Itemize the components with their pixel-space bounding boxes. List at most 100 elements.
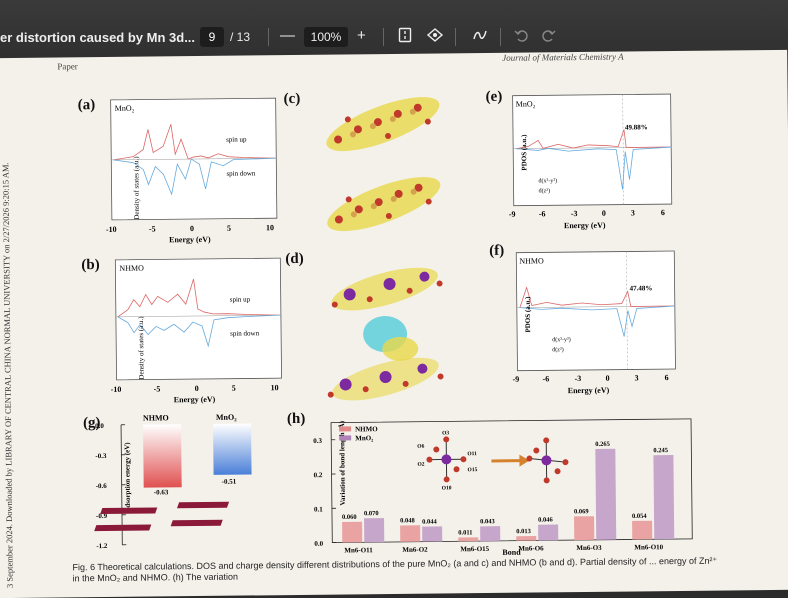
panel-h-tick: 0.2: [314, 471, 323, 479]
panel-h-data-label: 0.245: [653, 447, 668, 454]
panel-a-tick: 5: [227, 224, 231, 233]
panel-h-bond-length-chart: Variation of bond length (Å) 0.00.10.20.…: [291, 407, 713, 561]
panel-f-tick: 0: [606, 374, 610, 383]
page-fit-icon[interactable]: [398, 27, 412, 48]
download-watermark-text: 3 September 2024. Downloaded by LIBRARY …: [0, 88, 15, 588]
zoom-level-input[interactable]: 100%: [304, 27, 348, 47]
panel-c-crystal-structure: [308, 93, 460, 245]
panel-h-octahedron: [426, 436, 466, 482]
panel-e-frame: [513, 94, 672, 206]
panel-e-label: MnO₂: [516, 99, 536, 108]
panel-a-xlabel: Energy (eV): [169, 235, 211, 244]
header-left: Paper: [57, 61, 78, 71]
panel-h-data-label: 0.070: [364, 510, 379, 517]
atom-label: O6: [417, 444, 424, 450]
panel-h-category-label: Mn6-O2: [402, 546, 428, 554]
panel-h-category-label: Mn6-O6: [518, 544, 544, 552]
panel-h-data-label: 0.265: [595, 441, 610, 448]
toolbar-divider: [455, 28, 456, 46]
panel-b-ylabel: Density of states (a.u.): [137, 316, 146, 380]
panel-a-tick: -5: [149, 224, 156, 233]
panel-b-tick: 10: [271, 383, 279, 392]
download-watermark: 3 September 2024. Downloaded by LIBRARY …: [0, 98, 21, 598]
panel-g-col2: MnO₂: [216, 413, 237, 422]
panel-g-structure-2: [170, 502, 229, 527]
atom-label: O10: [442, 485, 452, 491]
panel-a-tick: 0: [190, 224, 194, 233]
panel-h-bar: [538, 524, 558, 540]
panel-f-tick: -6: [543, 374, 550, 383]
panel-g-tick: -0.6: [96, 482, 108, 490]
panel-b-tick: -5: [154, 384, 161, 393]
page-number-input[interactable]: 9: [200, 27, 224, 47]
panel-d-letter: (d): [285, 251, 304, 268]
panel-h-bar: [458, 537, 478, 541]
panel-e-tick: -9: [509, 210, 516, 219]
panel-d-charge-density: [309, 258, 461, 420]
panel-b-spin-up-label: spin up: [230, 295, 251, 303]
panel-h-legend-2: MnO₂: [355, 434, 373, 442]
panel-h-octahedron-distorted: [526, 437, 568, 483]
panel-e-pdos-plot: MnO₂ 49.88% d(x²-y²) d(z²) PDOS (a.u.) -…: [498, 89, 680, 241]
panel-f-pdos-plot: NHMO 47.48% d(x²-y²) d(z²) PDOS (a.u.) -…: [501, 246, 683, 408]
panel-e-legend-2: d(z²): [539, 187, 551, 194]
panel-b-label: NHMO: [119, 264, 144, 273]
undo-icon[interactable]: [514, 27, 528, 48]
panel-h-data-label: 0.054: [632, 513, 647, 520]
panel-f-tick: -3: [575, 374, 582, 383]
panel-h-data-label: 0.046: [538, 517, 553, 524]
atom-label: O3: [442, 430, 449, 436]
panel-h-bar: [653, 455, 674, 539]
panel-g-value-2: -0.51: [222, 478, 237, 486]
panel-a-spin-down-label: spin down: [226, 169, 256, 177]
panel-c-letter: (c): [284, 91, 301, 108]
panel-a-label: MnO₂: [115, 104, 135, 113]
panel-a-dos-plot: MnO₂ spin up spin down Density of states…: [93, 93, 285, 255]
zoom-out-button[interactable]: —: [280, 27, 295, 45]
panel-h-legend-swatch-2: [339, 435, 351, 440]
panel-g-ylabel: Adsorption energy (eV): [123, 442, 132, 513]
header-right: Journal of Materials Chemistry A: [502, 52, 623, 63]
panel-f-legend-2: d(z²): [552, 346, 564, 353]
panel-e-tick: 0: [602, 209, 606, 218]
panel-h-data-label: 0.048: [400, 517, 415, 524]
panel-e-xlabel: Energy (eV): [564, 221, 606, 230]
rotate-icon[interactable]: [426, 27, 444, 48]
panel-b-xlabel: Energy (eV): [174, 395, 216, 404]
panel-b-spin-down-label: spin down: [230, 329, 260, 337]
panel-h-category-label: Mn6-O3: [576, 544, 602, 552]
panel-h-data-label: 0.060: [342, 514, 357, 521]
panel-h-legend-swatch-1: [339, 426, 351, 431]
panel-a-tick: -10: [106, 225, 117, 234]
panel-h-category-label: Mn6-O10: [634, 543, 663, 551]
panel-a-spin-up-label: spin up: [226, 135, 247, 143]
zoom-in-button[interactable]: +: [357, 27, 366, 45]
panel-h-category-label: Mn6-O11: [344, 546, 373, 554]
panel-e-tick: -3: [571, 209, 578, 218]
panel-e-ylabel: PDOS (a.u.): [520, 134, 528, 171]
panel-h-tick: 0.0: [314, 540, 323, 548]
atom-label: O2: [417, 462, 424, 468]
panel-h-bar: [400, 525, 420, 542]
panel-g-bar: [143, 424, 182, 487]
redo-icon[interactable]: [542, 27, 556, 48]
toolbar-divider: [268, 28, 269, 46]
panel-h-bar: [632, 521, 652, 540]
panel-e-tick: 6: [661, 208, 665, 217]
panel-h-ylabel: Variation of bond length (Å): [338, 420, 347, 505]
draw-icon[interactable]: [472, 27, 488, 48]
panel-a-ylabel: Density of states (a.u.): [132, 156, 141, 220]
page-total: / 13: [230, 30, 250, 44]
panel-h-data-label: 0.011: [458, 529, 472, 536]
panel-b-tick: 0: [195, 384, 199, 393]
panel-h-bar: [364, 518, 384, 542]
panel-g-adsorption-chart: Adsorption energy (eV) NHMO MnO₂ 0.0-0.3…: [91, 411, 293, 563]
panel-h-xlabel: Bond: [502, 548, 521, 557]
panel-g-tick: -1.2: [96, 542, 108, 550]
panel-f-ylabel: PDOS (a.u.): [524, 296, 532, 333]
panel-h-category-label: Mn6-O15: [460, 545, 489, 553]
toolbar-divider: [383, 28, 384, 46]
panel-h-bar: [574, 516, 594, 540]
pdf-page: Paper Journal of Materials Chemistry A 3…: [0, 50, 788, 598]
panel-g-value-1: -0.63: [154, 488, 169, 496]
